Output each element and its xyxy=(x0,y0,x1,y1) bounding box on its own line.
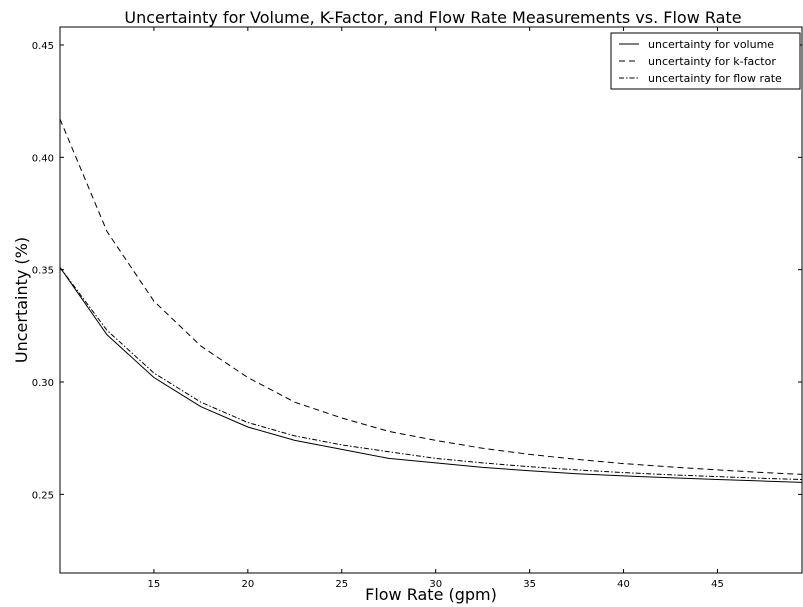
y-tick-label: 0.25 xyxy=(32,490,54,501)
series-lines xyxy=(59,118,803,483)
legend: uncertainty for volume uncertainty for k-… xyxy=(610,32,801,90)
y-axis: 0.25 0.30 0.35 0.40 0.45 xyxy=(32,41,802,501)
series-line-1 xyxy=(59,267,803,483)
chart-title: Uncertainty for Volume, K-Factor, and Fl… xyxy=(124,8,741,27)
legend-box xyxy=(610,32,801,90)
x-tick-label: 25 xyxy=(335,579,348,590)
legend-label-2: uncertainty for k-factor xyxy=(648,55,776,68)
x-axis: 15 20 25 30 35 40 45 xyxy=(148,27,724,590)
y-tick-label: 0.30 xyxy=(32,378,54,389)
plot-area xyxy=(59,26,803,574)
x-tick-label: 45 xyxy=(711,579,724,590)
x-tick-label: 40 xyxy=(617,579,630,590)
x-tick-label: 20 xyxy=(241,579,254,590)
y-tick-label: 0.45 xyxy=(32,41,54,52)
x-tick-label: 35 xyxy=(523,579,536,590)
x-tick-label: 30 xyxy=(429,579,442,590)
x-tick-label: 15 xyxy=(148,579,161,590)
x-axis-label: Flow Rate (gpm) xyxy=(365,585,497,604)
legend-label-1: uncertainty for volume xyxy=(648,38,774,51)
y-axis-label: Uncertainty (%) xyxy=(12,237,31,363)
y-tick-label: 0.40 xyxy=(32,153,54,164)
y-tick-label: 0.35 xyxy=(32,266,54,277)
legend-label-3: uncertainty for flow rate xyxy=(648,72,782,85)
series-line-3 xyxy=(59,267,803,480)
